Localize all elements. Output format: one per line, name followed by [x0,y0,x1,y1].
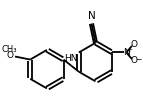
Text: O: O [131,56,138,65]
Text: O: O [7,51,14,60]
Text: O: O [131,40,138,49]
Text: CH₃: CH₃ [2,45,17,54]
Text: +: + [126,47,132,53]
Text: N: N [123,48,130,57]
Text: −: − [136,55,142,64]
Text: HN: HN [64,54,78,63]
Text: N: N [88,11,95,21]
